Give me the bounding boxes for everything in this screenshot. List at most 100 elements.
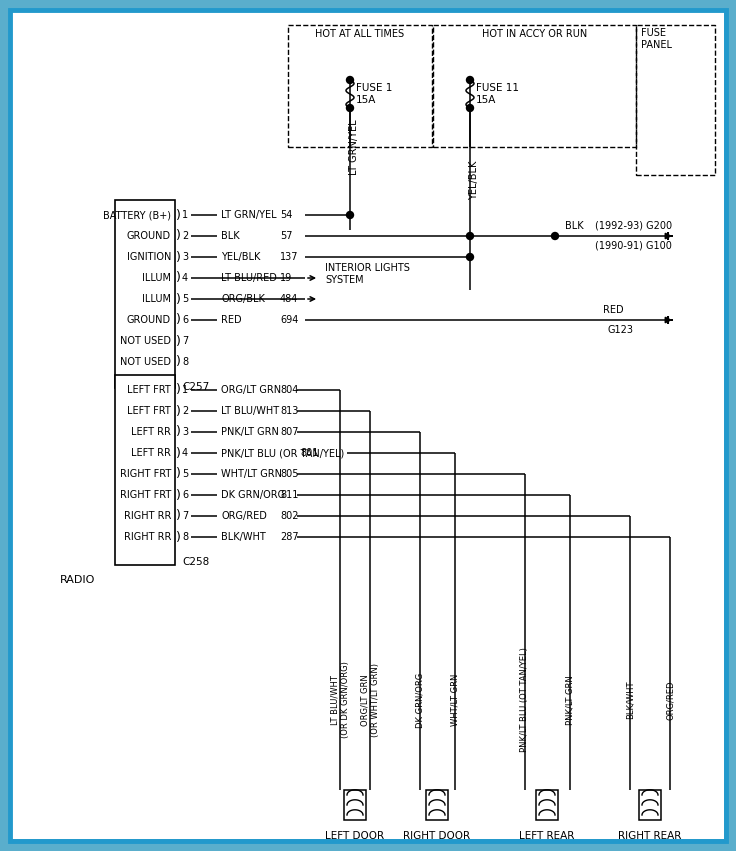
- Text: RIGHT REAR: RIGHT REAR: [618, 831, 682, 841]
- Text: FUSE 11
15A: FUSE 11 15A: [476, 83, 519, 105]
- Text: ORG/RED: ORG/RED: [665, 680, 674, 720]
- Text: 6: 6: [182, 490, 188, 500]
- Text: 805: 805: [280, 469, 299, 479]
- Text: 5: 5: [182, 294, 188, 304]
- Bar: [344, 790, 366, 820]
- Text: C257: C257: [182, 382, 209, 392]
- Text: 4: 4: [182, 273, 188, 283]
- Text: RIGHT RR: RIGHT RR: [124, 511, 171, 521]
- Circle shape: [467, 77, 473, 83]
- Circle shape: [347, 105, 353, 111]
- Circle shape: [467, 105, 473, 111]
- Text: ): ): [176, 467, 181, 481]
- Text: 54: 54: [280, 210, 292, 220]
- Text: 1: 1: [182, 210, 188, 220]
- Text: ): ): [176, 293, 181, 306]
- Bar: [115, 375, 175, 565]
- Text: IGNITION: IGNITION: [127, 252, 171, 262]
- Text: ): ): [176, 208, 181, 221]
- Text: LEFT DOOR: LEFT DOOR: [325, 831, 385, 841]
- Text: ORG/LT GRN: ORG/LT GRN: [221, 385, 281, 395]
- Text: RED: RED: [603, 305, 623, 315]
- Text: 2: 2: [182, 231, 188, 241]
- Text: DK GRN/ORG: DK GRN/ORG: [416, 672, 425, 728]
- Text: 137: 137: [280, 252, 299, 262]
- Text: HOT IN ACCY OR RUN: HOT IN ACCY OR RUN: [482, 29, 587, 39]
- Text: 484: 484: [280, 294, 298, 304]
- Text: LT BLU/WHT: LT BLU/WHT: [221, 406, 279, 416]
- Text: YEL/BLK: YEL/BLK: [469, 161, 479, 200]
- Text: HOT AT ALL TIMES: HOT AT ALL TIMES: [316, 29, 405, 39]
- Text: ): ): [176, 356, 181, 368]
- Text: RIGHT DOOR: RIGHT DOOR: [403, 831, 470, 841]
- Bar: [115, 200, 175, 388]
- Text: LEFT FRT: LEFT FRT: [127, 385, 171, 395]
- Text: ORG/BLK: ORG/BLK: [221, 294, 265, 304]
- Bar: [639, 790, 661, 820]
- Text: ): ): [176, 404, 181, 418]
- Text: 802: 802: [280, 511, 299, 521]
- Circle shape: [347, 212, 353, 219]
- Bar: [426, 790, 448, 820]
- Text: C258: C258: [182, 557, 209, 567]
- Text: GROUND: GROUND: [127, 231, 171, 241]
- Text: NOT USED: NOT USED: [120, 357, 171, 367]
- Bar: [433, 25, 636, 147]
- Text: (1992-93) G200: (1992-93) G200: [595, 221, 672, 231]
- Text: ILLUM: ILLUM: [142, 273, 171, 283]
- Text: GROUND: GROUND: [127, 315, 171, 325]
- Text: BLK: BLK: [221, 231, 240, 241]
- Text: 8: 8: [182, 357, 188, 367]
- Text: 801: 801: [300, 448, 319, 458]
- Text: RIGHT FRT: RIGHT FRT: [120, 490, 171, 500]
- Text: 813: 813: [280, 406, 298, 416]
- Text: FUSE 1
15A: FUSE 1 15A: [356, 83, 392, 105]
- Text: ): ): [176, 313, 181, 327]
- Text: BLK/WHT: BLK/WHT: [626, 681, 634, 719]
- Text: 8: 8: [182, 532, 188, 542]
- Text: LEFT RR: LEFT RR: [131, 427, 171, 437]
- Text: LEFT FRT: LEFT FRT: [127, 406, 171, 416]
- Text: 7: 7: [182, 511, 188, 521]
- Text: 804: 804: [280, 385, 298, 395]
- Bar: [536, 790, 558, 820]
- Text: BATTERY (B+): BATTERY (B+): [103, 210, 171, 220]
- Text: 807: 807: [280, 427, 299, 437]
- Bar: [636, 25, 715, 175]
- Text: BLK/WHT: BLK/WHT: [221, 532, 266, 542]
- Circle shape: [467, 232, 473, 239]
- Text: WHT/LT GRN: WHT/LT GRN: [450, 674, 459, 726]
- Text: PNK/LT GRN: PNK/LT GRN: [221, 427, 279, 437]
- Text: ): ): [176, 530, 181, 544]
- Text: 3: 3: [182, 427, 188, 437]
- Text: NOT USED: NOT USED: [120, 336, 171, 346]
- Text: 6: 6: [182, 315, 188, 325]
- Text: RIGHT RR: RIGHT RR: [124, 532, 171, 542]
- Circle shape: [467, 254, 473, 260]
- Text: G123: G123: [608, 325, 634, 335]
- Text: 1: 1: [182, 385, 188, 395]
- Text: RADIO: RADIO: [60, 575, 96, 585]
- Text: ORG/RED: ORG/RED: [221, 511, 267, 521]
- Circle shape: [551, 232, 559, 239]
- Text: 694: 694: [280, 315, 298, 325]
- Text: ): ): [176, 384, 181, 397]
- Text: DK GRN/ORG: DK GRN/ORG: [221, 490, 285, 500]
- Circle shape: [347, 77, 353, 83]
- Text: ORG/LT GRN
(OR WHT/LT GRN): ORG/LT GRN (OR WHT/LT GRN): [361, 663, 380, 737]
- Text: ): ): [176, 510, 181, 523]
- Text: WHT/LT GRN: WHT/LT GRN: [221, 469, 282, 479]
- Text: 811: 811: [280, 490, 298, 500]
- Text: LT BLU/WHT
(OR DK GRN/ORG): LT BLU/WHT (OR DK GRN/ORG): [330, 661, 350, 739]
- Text: LT BLU/RED: LT BLU/RED: [221, 273, 277, 283]
- Text: RIGHT FRT: RIGHT FRT: [120, 469, 171, 479]
- Text: ): ): [176, 271, 181, 284]
- Text: 7: 7: [182, 336, 188, 346]
- Bar: [288, 25, 432, 147]
- Text: 287: 287: [280, 532, 299, 542]
- Text: LEFT RR: LEFT RR: [131, 448, 171, 458]
- Text: PNK/LT GRN: PNK/LT GRN: [565, 675, 575, 725]
- Text: ): ): [176, 250, 181, 264]
- Text: 5: 5: [182, 469, 188, 479]
- Text: ): ): [176, 334, 181, 347]
